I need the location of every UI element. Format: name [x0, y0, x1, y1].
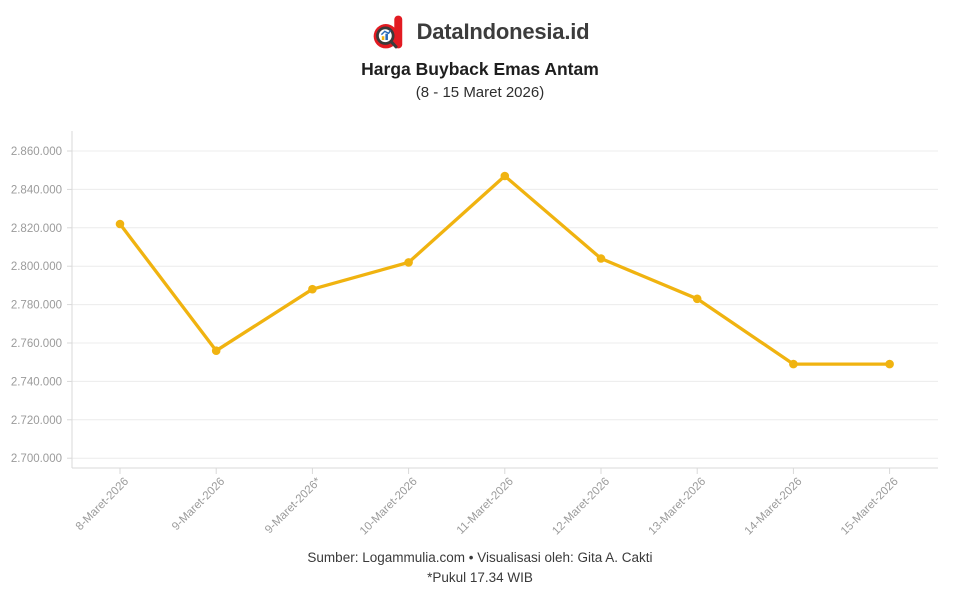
x-axis-label: 13-Maret-2026	[646, 476, 708, 538]
x-axis-label: 10-Maret-2026	[358, 476, 420, 538]
brand-name: DataIndonesia.id	[416, 19, 590, 44]
time-note: *Pukul 17.34 WIB	[427, 570, 533, 586]
footer: Sumber: Logammulia.com • Visualisasi ole…	[0, 548, 960, 589]
buyback-price-line-chart: 2.860.000 2.840.000 2.820.000 2.800.000 2.78…	[11, 131, 938, 538]
y-axis-label: 2.840.000	[11, 184, 62, 196]
chart-subtitle: (8 - 15 Maret 2026)	[415, 84, 545, 101]
y-axis-label: 2.820.000	[11, 223, 62, 235]
brand-header: DataIndonesia.id	[0, 14, 960, 50]
source-credit: Sumber: Logammulia.com • Visualisasi ole…	[307, 550, 653, 565]
data-point	[404, 258, 413, 267]
y-axis-label: 2.740.000	[11, 376, 62, 388]
data-point	[885, 359, 894, 369]
data-point	[789, 359, 798, 369]
data-point	[115, 219, 125, 229]
data-point	[596, 254, 606, 263]
x-axis-label: 12-Maret-2026	[550, 476, 612, 538]
dataindonesia-logo-icon	[371, 14, 407, 50]
chart-title: Harga Buyback Emas Antam	[361, 59, 599, 79]
x-axis-label: 15-Maret-2026	[839, 476, 901, 538]
data-point	[308, 284, 317, 294]
y-axis-label: 2.760.000	[11, 338, 62, 350]
y-axis-label: 2.860.000	[11, 146, 62, 158]
x-axis-label: 8-Maret-2026	[74, 476, 131, 533]
x-axis-label: 14-Maret-2026	[743, 476, 805, 538]
data-point	[692, 294, 702, 304]
y-axis-label: 2.800.000	[11, 261, 62, 273]
y-axis-label: 2.700.000	[11, 453, 62, 465]
price-line	[118, 174, 892, 366]
x-axis-label: 9-Maret-2026	[170, 476, 227, 533]
x-axis-label: 11-Maret-2026	[455, 476, 516, 537]
x-axis-label: 9-Maret-2026*	[263, 475, 324, 536]
data-point	[211, 346, 221, 355]
data-point	[500, 171, 510, 181]
y-axis-label: 2.780.000	[11, 300, 62, 312]
y-axis-label: 2.720.000	[11, 415, 62, 427]
